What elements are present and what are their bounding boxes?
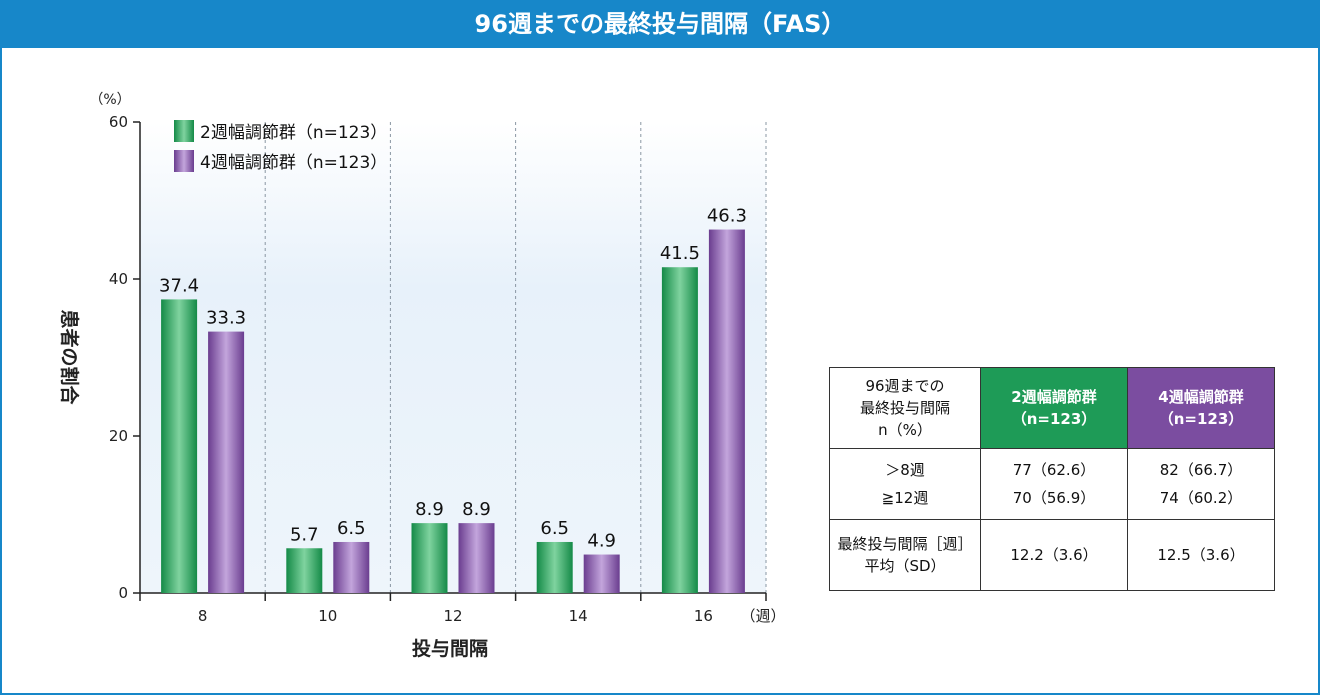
legend-label: 4週幅調節群（n=123）	[200, 153, 387, 173]
plot-area	[140, 122, 766, 593]
bar	[708, 229, 745, 594]
data-label: 46.3	[707, 206, 747, 227]
x-axis-title: 投与間隔	[412, 637, 488, 660]
bar	[208, 331, 245, 593]
bar	[458, 523, 495, 593]
data-label: 6.5	[540, 518, 569, 539]
data-label: 5.7	[290, 524, 319, 545]
table-row-label: 最終投与間隔［週］ 平均（SD）	[829, 519, 981, 591]
table-cell: 77（62.6） 70（56.9）	[980, 448, 1128, 520]
bar	[583, 554, 620, 593]
x-tick-label: 10	[318, 607, 337, 625]
bar	[661, 267, 698, 593]
data-label: 4.9	[587, 531, 616, 552]
table-row-2-label: 最終投与間隔［週］ 平均（SD）	[837, 535, 973, 575]
bar	[161, 299, 198, 593]
table-header-category: 96週までの 最終投与間隔 n（%）	[829, 367, 981, 449]
y-tick-label: 40	[109, 270, 128, 288]
table-row-label: ＞8週 ≧12週	[829, 448, 981, 520]
bar-chart: 0 20 40 60 8 10 12 14 16 37.4 5.7 8.9 6.5 41.5 33.3 6.…	[58, 92, 786, 660]
x-tick-label: 12	[443, 607, 462, 625]
bar	[411, 523, 448, 593]
bar	[286, 548, 323, 593]
table-row-1-label: ＞8週 ≧12週	[881, 461, 929, 507]
legend-label: 2週幅調節群（n=123）	[200, 123, 387, 143]
data-label: 6.5	[337, 518, 366, 539]
legend-swatch	[174, 150, 194, 172]
x-unit-label: （週）	[740, 607, 785, 625]
legend-swatch	[174, 120, 194, 142]
data-label: 8.9	[415, 499, 444, 520]
table-cell: 82（66.7） 74（60.2）	[1127, 448, 1275, 520]
x-tick-label: 16	[694, 607, 713, 625]
data-label: 33.3	[206, 308, 246, 329]
y-axis-title: 患者の割合	[58, 309, 81, 405]
table-cell: 12.2（3.6）	[980, 519, 1128, 591]
data-label: 37.4	[159, 275, 199, 296]
figure-title: 96週までの最終投与間隔（FAS）	[474, 10, 846, 38]
x-tick-label: 14	[569, 607, 588, 625]
table-header-group2: 4週幅調節群 （n=123）	[1127, 367, 1275, 449]
table-row-1-group2: 82（66.7） 74（60.2）	[1159, 461, 1243, 507]
table-header-group1: 2週幅調節群 （n=123）	[980, 367, 1128, 449]
bar	[333, 541, 370, 593]
y-tick-label: 0	[118, 584, 128, 602]
table-row-2-group1: 12.2（3.6）	[1010, 546, 1098, 564]
data-label: 41.5	[660, 243, 700, 264]
title-bar	[0, 0, 1320, 48]
table-row-2-group2: 12.5（3.6）	[1157, 546, 1245, 564]
table-header-category-text: 96週までの 最終投与間隔 n（%）	[859, 377, 950, 439]
y-tick-label: 20	[109, 427, 128, 445]
table-row-1-group1: 77（62.6） 70（56.9）	[1012, 461, 1096, 507]
table-header-group1-text: 2週幅調節群 （n=123）	[1011, 388, 1097, 428]
bar	[536, 541, 573, 593]
summary-table: 96週までの 最終投与間隔 n（%） 2週幅調節群 （n=123） 4週幅調節群…	[829, 367, 1275, 591]
y-tick-label: 60	[109, 113, 128, 131]
data-label: 8.9	[462, 499, 491, 520]
table-cell: 12.5（3.6）	[1127, 519, 1275, 591]
x-tick-label: 8	[198, 607, 208, 625]
y-unit-label: （%）	[89, 92, 130, 108]
table-header-group2-text: 4週幅調節群 （n=123）	[1158, 388, 1244, 428]
